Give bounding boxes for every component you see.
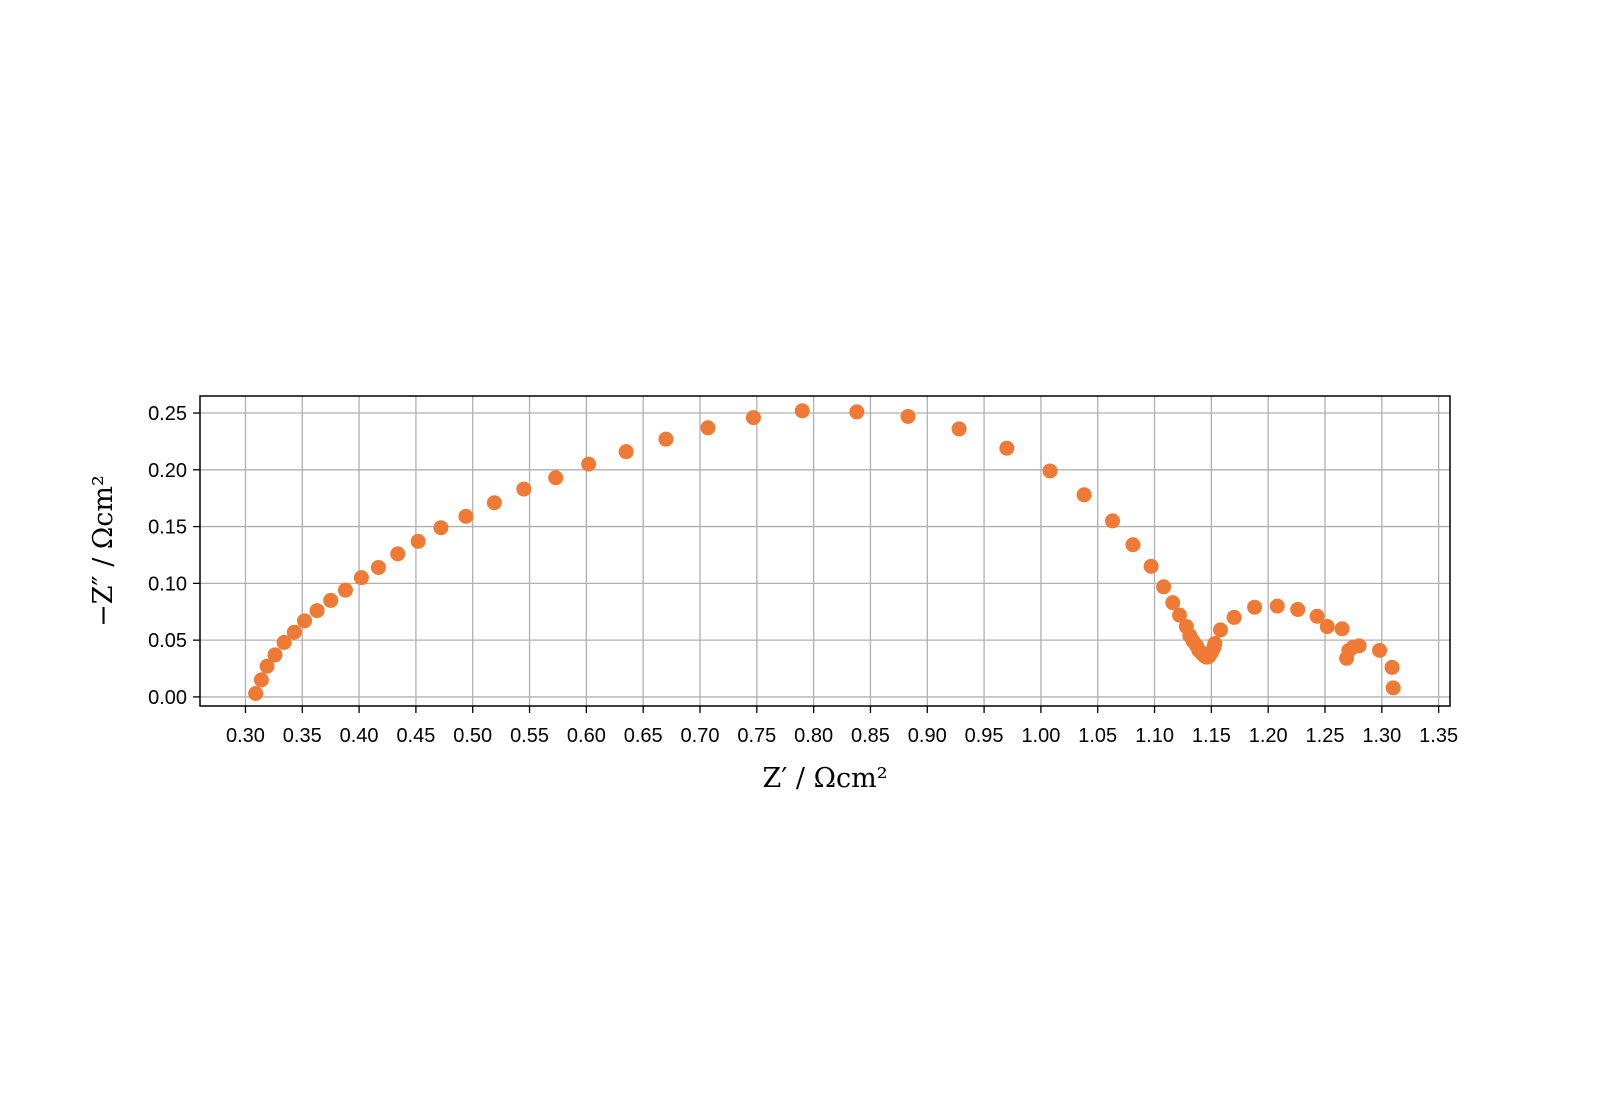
x-tick-label: 0.85 xyxy=(851,725,890,747)
grid-lines xyxy=(200,396,1450,706)
data-point xyxy=(619,444,634,459)
data-point xyxy=(1227,610,1242,625)
x-tick-label: 0.50 xyxy=(453,725,492,747)
data-point xyxy=(746,410,761,425)
data-point xyxy=(487,495,502,510)
data-point xyxy=(1043,463,1058,478)
y-tick-label: 0.05 xyxy=(148,630,187,652)
x-tick-label: 1.10 xyxy=(1135,725,1174,747)
data-point xyxy=(700,420,715,435)
data-point xyxy=(548,470,563,485)
x-tick-label: 0.65 xyxy=(624,725,663,747)
y-tick-label: 0.15 xyxy=(148,517,187,539)
x-axis-ticks: 0.30 0.35 0.40 0.45 0.50 0.55 0.60 0.65 0.70 0.75… xyxy=(226,706,1458,747)
x-tick-label: 0.70 xyxy=(681,725,720,747)
x-tick-label: 1.25 xyxy=(1306,725,1345,747)
y-axis-ticks: 0.00 0.05 0.10 0.15 0.20 0.25 xyxy=(148,403,200,709)
data-point xyxy=(433,520,448,535)
x-tick-label: 0.35 xyxy=(283,725,322,747)
data-point xyxy=(1207,636,1222,651)
data-point xyxy=(516,482,531,497)
x-tick-label: 0.30 xyxy=(226,725,265,747)
plot-frame xyxy=(200,396,1450,706)
y-tick-label: 0.20 xyxy=(148,460,187,482)
y-axis-label: −Z″ / Ωcm² xyxy=(88,475,119,627)
x-tick-label: 0.90 xyxy=(908,725,947,747)
x-tick-label: 0.60 xyxy=(567,725,606,747)
y-tick-label: 0.10 xyxy=(148,573,187,595)
data-point xyxy=(1270,599,1285,614)
x-tick-label: 0.55 xyxy=(510,725,549,747)
data-point xyxy=(390,546,405,561)
data-point xyxy=(1077,487,1092,502)
x-tick-label: 0.80 xyxy=(794,725,833,747)
data-point xyxy=(1352,638,1367,653)
data-point xyxy=(297,613,312,628)
data-point xyxy=(658,432,673,447)
x-tick-label: 0.45 xyxy=(396,725,435,747)
data-point xyxy=(1335,621,1350,636)
data-point xyxy=(1385,660,1400,675)
data-point xyxy=(338,583,353,598)
x-tick-label: 1.15 xyxy=(1192,725,1231,747)
x-tick-label: 1.05 xyxy=(1078,725,1117,747)
x-tick-label: 0.95 xyxy=(965,725,1004,747)
y-tick-label: 0.25 xyxy=(148,403,187,425)
x-axis-label: Z′ / Ωcm² xyxy=(762,763,887,794)
data-point xyxy=(952,421,967,436)
data-point xyxy=(1144,559,1159,574)
x-tick-label: 1.20 xyxy=(1249,725,1288,747)
x-tick-label: 1.35 xyxy=(1419,725,1458,747)
data-point xyxy=(1386,680,1401,695)
data-point xyxy=(371,560,386,575)
data-point xyxy=(458,509,473,524)
x-tick-label: 0.40 xyxy=(340,725,379,747)
data-point xyxy=(999,441,1014,456)
data-point xyxy=(254,672,269,687)
data-point xyxy=(581,457,596,472)
data-points xyxy=(248,403,1401,701)
x-tick-label: 1.00 xyxy=(1021,725,1060,747)
data-point xyxy=(1247,600,1262,615)
data-point xyxy=(1105,513,1120,528)
data-point xyxy=(287,625,302,640)
data-point xyxy=(411,534,426,549)
data-point xyxy=(268,647,283,662)
data-point xyxy=(354,570,369,585)
data-point xyxy=(323,593,338,608)
data-point xyxy=(849,404,864,419)
data-point xyxy=(1320,619,1335,634)
data-point xyxy=(1156,579,1171,594)
data-point xyxy=(248,686,263,701)
y-tick-label: 0.00 xyxy=(148,687,187,709)
data-point xyxy=(1290,602,1305,617)
data-point xyxy=(795,403,810,418)
x-tick-label: 0.75 xyxy=(737,725,776,747)
data-point xyxy=(1372,643,1387,658)
x-tick-label: 1.30 xyxy=(1362,725,1401,747)
data-point xyxy=(1125,537,1140,552)
data-point xyxy=(1213,622,1228,637)
data-point xyxy=(900,409,915,424)
data-point xyxy=(310,603,325,618)
